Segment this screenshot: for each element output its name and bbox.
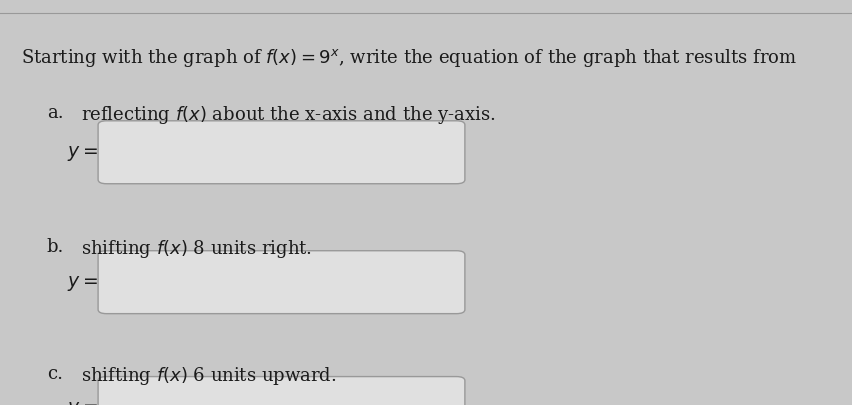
- Text: b.: b.: [47, 237, 64, 255]
- Text: $y=$: $y=$: [67, 273, 98, 292]
- Text: reflecting $f(x)$ about the x-axis and the y-axis.: reflecting $f(x)$ about the x-axis and t…: [81, 103, 495, 125]
- Text: c.: c.: [47, 364, 63, 382]
- Text: a.: a.: [47, 103, 63, 121]
- FancyBboxPatch shape: [98, 122, 464, 184]
- Text: $y=$: $y=$: [67, 143, 98, 162]
- Text: Starting with the graph of $f(x) = 9^{x}$, write the equation of the graph that : Starting with the graph of $f(x) = 9^{x}…: [21, 47, 797, 68]
- Text: shifting $f(x)$ 8 units right.: shifting $f(x)$ 8 units right.: [81, 237, 312, 259]
- FancyBboxPatch shape: [98, 377, 464, 405]
- FancyBboxPatch shape: [98, 251, 464, 314]
- Text: $y=$: $y=$: [67, 399, 98, 405]
- Text: shifting $f(x)$ 6 units upward.: shifting $f(x)$ 6 units upward.: [81, 364, 337, 386]
